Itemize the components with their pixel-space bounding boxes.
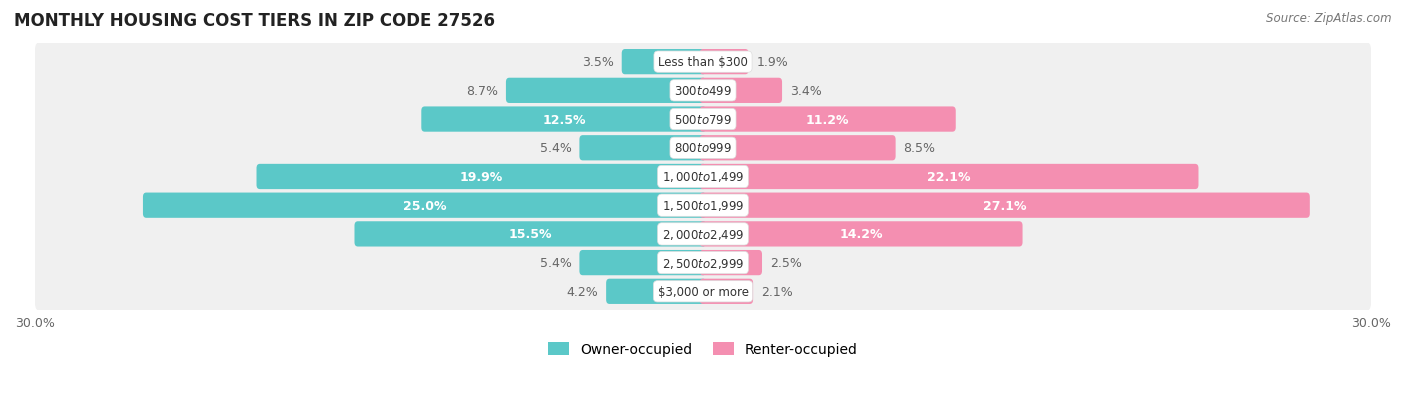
Text: 5.4%: 5.4%: [540, 142, 572, 155]
FancyBboxPatch shape: [35, 214, 1371, 255]
Text: 12.5%: 12.5%: [543, 113, 585, 126]
Text: 11.2%: 11.2%: [806, 113, 849, 126]
FancyBboxPatch shape: [606, 279, 706, 304]
Text: 14.2%: 14.2%: [839, 228, 883, 241]
FancyBboxPatch shape: [35, 128, 1371, 169]
Text: MONTHLY HOUSING COST TIERS IN ZIP CODE 27526: MONTHLY HOUSING COST TIERS IN ZIP CODE 2…: [14, 12, 495, 30]
FancyBboxPatch shape: [35, 242, 1371, 283]
FancyBboxPatch shape: [700, 279, 754, 304]
Text: $3,000 or more: $3,000 or more: [658, 285, 748, 298]
FancyBboxPatch shape: [700, 50, 748, 75]
Text: 3.4%: 3.4%: [790, 85, 821, 97]
FancyBboxPatch shape: [700, 136, 896, 161]
Text: $1,000 to $1,499: $1,000 to $1,499: [662, 170, 744, 184]
Text: 4.2%: 4.2%: [567, 285, 599, 298]
Legend: Owner-occupied, Renter-occupied: Owner-occupied, Renter-occupied: [543, 337, 863, 362]
Text: 1.9%: 1.9%: [756, 56, 789, 69]
Text: 8.7%: 8.7%: [467, 85, 498, 97]
Text: $800 to $999: $800 to $999: [673, 142, 733, 155]
Text: 3.5%: 3.5%: [582, 56, 614, 69]
FancyBboxPatch shape: [700, 107, 956, 133]
FancyBboxPatch shape: [35, 271, 1371, 312]
FancyBboxPatch shape: [700, 222, 1022, 247]
Text: $300 to $499: $300 to $499: [673, 85, 733, 97]
Text: $2,000 to $2,499: $2,000 to $2,499: [662, 227, 744, 241]
FancyBboxPatch shape: [35, 100, 1371, 140]
FancyBboxPatch shape: [143, 193, 706, 218]
Text: 27.1%: 27.1%: [983, 199, 1026, 212]
FancyBboxPatch shape: [579, 250, 706, 275]
Text: $2,500 to $2,999: $2,500 to $2,999: [662, 256, 744, 270]
FancyBboxPatch shape: [422, 107, 706, 133]
FancyBboxPatch shape: [700, 78, 782, 104]
FancyBboxPatch shape: [256, 164, 706, 190]
Text: 19.9%: 19.9%: [460, 171, 503, 183]
Text: 2.5%: 2.5%: [770, 256, 801, 269]
FancyBboxPatch shape: [700, 250, 762, 275]
FancyBboxPatch shape: [621, 50, 706, 75]
Text: 25.0%: 25.0%: [404, 199, 446, 212]
FancyBboxPatch shape: [35, 42, 1371, 83]
FancyBboxPatch shape: [35, 185, 1371, 226]
FancyBboxPatch shape: [35, 157, 1371, 197]
FancyBboxPatch shape: [35, 71, 1371, 112]
Text: Source: ZipAtlas.com: Source: ZipAtlas.com: [1267, 12, 1392, 25]
Text: $500 to $799: $500 to $799: [673, 113, 733, 126]
Text: 5.4%: 5.4%: [540, 256, 572, 269]
Text: $1,500 to $1,999: $1,500 to $1,999: [662, 199, 744, 213]
Text: 2.1%: 2.1%: [761, 285, 793, 298]
Text: Less than $300: Less than $300: [658, 56, 748, 69]
FancyBboxPatch shape: [354, 222, 706, 247]
Text: 8.5%: 8.5%: [904, 142, 935, 155]
FancyBboxPatch shape: [506, 78, 706, 104]
FancyBboxPatch shape: [579, 136, 706, 161]
FancyBboxPatch shape: [700, 193, 1310, 218]
Text: 22.1%: 22.1%: [928, 171, 970, 183]
FancyBboxPatch shape: [700, 164, 1198, 190]
Text: 15.5%: 15.5%: [509, 228, 553, 241]
